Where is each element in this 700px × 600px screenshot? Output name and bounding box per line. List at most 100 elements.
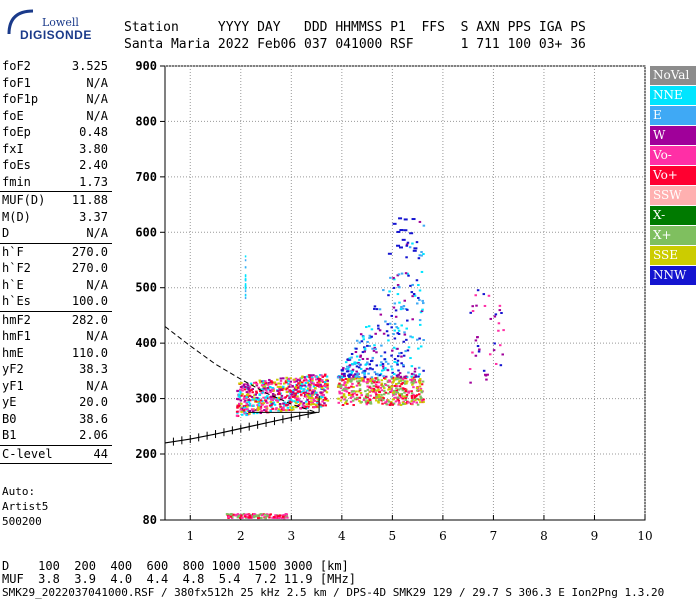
header-col-10: IGA [538,20,571,35]
echo-point [314,387,317,390]
echo-point [368,398,372,401]
echo-point [308,386,312,389]
echo-point [268,386,272,389]
echo-point [369,390,372,393]
echo-point [310,375,313,378]
param-name: h`E [2,277,24,292]
echo-point [419,311,423,314]
echo-point [319,403,322,406]
echo-point [365,396,368,399]
echo-point [345,390,349,393]
header-col-8: AXN [476,20,508,35]
echo-point [304,381,308,384]
echo-point [257,397,261,400]
echo-point [291,395,295,398]
echo-point [371,377,374,380]
echo-point [238,516,242,519]
echo-point [489,317,493,320]
echo-point [417,366,421,369]
echo-point [284,381,288,384]
echo-point [284,513,288,516]
echo-point [357,376,361,379]
legend-item: X- [650,206,696,225]
echo-point [401,307,405,310]
echo-point [413,396,417,399]
echo-point [396,375,399,378]
echo-point [260,410,263,413]
echo-point [285,409,288,412]
echo-point [248,514,252,517]
echo-point [307,402,311,405]
param-separator [0,444,112,446]
param-row: B0 38.6 [0,411,112,428]
echo-point [406,380,409,383]
echo-point [309,383,312,386]
echo-point [383,358,386,361]
echo-point [414,375,418,378]
echo-point [280,408,284,411]
echo-point [358,377,362,380]
echo-point [355,393,359,396]
echo-point [417,284,420,287]
echo-point [399,379,403,382]
echo-point [485,378,488,381]
echo-point [236,414,239,417]
legend-item: SSE [650,246,696,265]
echo-point [395,378,398,381]
param-value: N/A [86,378,108,393]
param-value: 282.0 [71,312,108,327]
echo-point [375,385,378,388]
echo-point [255,391,258,394]
echo-point [419,387,423,390]
echo-point [242,409,245,412]
echo-point [336,376,340,379]
echo-point [385,330,389,333]
echo-point [245,412,249,415]
echo-point [382,289,385,292]
echo-point [306,387,310,390]
echo-point [389,402,393,405]
echo-point [410,400,414,403]
echo-point [359,367,363,370]
echo-point [371,368,374,371]
echo-point [280,394,284,397]
echo-point [318,381,321,384]
echo-point [254,393,258,396]
echo-point [468,368,472,371]
param-row: yF1 N/A [0,378,112,395]
echo-point [400,272,404,275]
echo-point [416,302,419,305]
echo-point [344,396,347,399]
echo-point [269,389,272,392]
legend-item: SSW [650,186,696,205]
parameter-panel: foF2 3.525 foF1 N/A foF1p N/A foE N/A foEp 0.48 fx… [0,58,112,464]
header-val-0: Santa Maria [124,37,218,52]
echo-point [420,270,424,273]
echo-point [388,403,392,406]
echo-point [239,392,243,395]
echo-point [285,403,288,406]
echo-point [316,400,319,403]
echo-point [241,393,244,396]
echo-point [302,390,305,393]
echo-point [252,412,256,415]
echo-point [320,374,323,377]
echo-point [315,396,318,399]
echo-point [405,382,408,385]
echo-point [394,377,397,380]
echo-point [390,365,393,368]
echo-point [405,327,408,330]
echo-point [401,395,404,398]
echo-point [391,376,395,379]
echo-point [404,389,407,392]
echo-point [413,395,417,398]
echo-point [402,376,406,379]
echo-point [396,284,400,287]
param-name: hmF1 [2,329,31,343]
echo-point [377,381,381,384]
plot-frame [164,65,646,521]
echo-point [422,224,426,227]
echo-point [404,397,407,400]
echo-point [270,380,273,383]
